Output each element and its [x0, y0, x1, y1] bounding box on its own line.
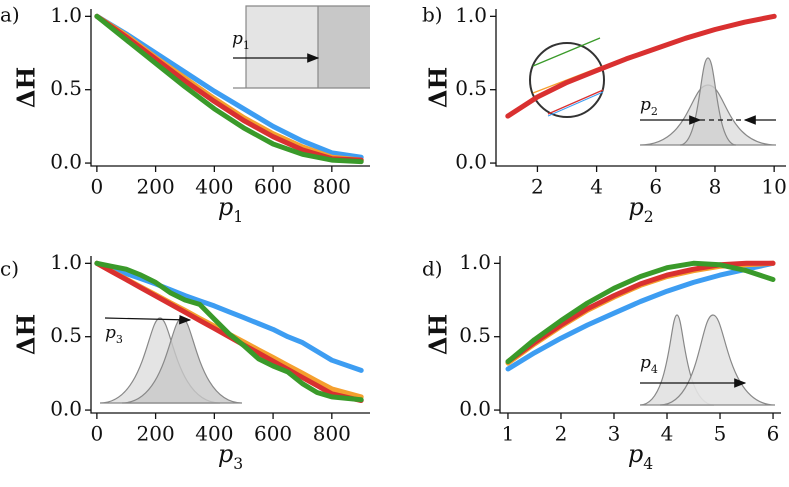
panel-label: a): [0, 3, 20, 27]
y-axis-label: ΔH: [12, 67, 41, 108]
label-subscript: 4: [651, 363, 658, 376]
axis-label: p3: [105, 323, 123, 346]
panel-label: c): [0, 257, 19, 281]
x-tick-label: 200: [137, 422, 175, 446]
x-tick-label: 4: [590, 175, 603, 199]
x-tick-label: 400: [195, 175, 233, 199]
x-tick-label: 8: [709, 175, 722, 199]
axis-label: p4: [640, 353, 658, 376]
x-tick-label: 1: [502, 422, 515, 446]
axis-label: p4: [628, 440, 653, 473]
x-tick-label: 2: [555, 422, 568, 446]
y-tick-label: 1.0: [50, 250, 82, 274]
label-subscript: 2: [644, 208, 654, 226]
panel-label: d): [422, 257, 443, 281]
line-series: [505, 260, 776, 365]
line-series: [94, 260, 364, 403]
axes: [90, 9, 370, 167]
line-series: [505, 13, 777, 119]
label-text: p: [640, 353, 651, 373]
axes: [495, 9, 786, 167]
axes: [499, 256, 781, 414]
line-series: [94, 13, 364, 165]
x-tick-label: 10: [761, 175, 786, 199]
x-tick-label: 400: [195, 422, 233, 446]
y-tick-label: 0.0: [455, 150, 487, 174]
y-axis-label: ΔH: [424, 67, 453, 108]
y-tick-label: 0.0: [50, 150, 82, 174]
panel-label: b): [422, 3, 443, 27]
y-tick-label: 1.0: [459, 250, 491, 274]
y-tick-label: 0.5: [455, 76, 487, 100]
y-tick-label: 0.5: [459, 323, 491, 347]
y-tick-label: 0.0: [459, 397, 491, 421]
axis-label: p3: [218, 440, 243, 473]
x-tick-label: 6: [767, 422, 780, 446]
axis-label: p2: [640, 95, 658, 118]
label-subscript: 3: [116, 333, 123, 346]
label-subscript: 1: [243, 39, 250, 52]
y-tick-label: 0.0: [50, 397, 82, 421]
axis-label: p1: [232, 29, 250, 52]
label-subscript: 4: [643, 455, 653, 473]
label-subscript: 2: [651, 105, 658, 118]
x-tick-label: 6: [649, 175, 662, 199]
y-tick-label: 1.0: [50, 3, 82, 27]
x-tick-label: 200: [137, 175, 175, 199]
x-tick-label: 2: [531, 175, 544, 199]
line-series: [94, 260, 364, 373]
x-tick-label: 600: [254, 175, 292, 199]
x-tick-label: 800: [313, 175, 351, 199]
line-series: [94, 13, 364, 163]
label-text: p: [218, 193, 233, 221]
y-axis-label: ΔH: [424, 314, 453, 355]
inset-c: [99, 314, 243, 404]
x-tick-label: 4: [661, 422, 674, 446]
inset-d: [639, 314, 776, 406]
y-tick-label: 1.0: [455, 3, 487, 27]
label-subscript: 3: [233, 455, 243, 473]
line-series: [94, 260, 364, 403]
label-text: p: [218, 440, 233, 468]
label-text: p: [628, 193, 643, 221]
label-text: p: [232, 29, 243, 49]
y-tick-label: 0.5: [50, 323, 82, 347]
x-tick-label: 3: [608, 422, 621, 446]
axis-label: p1: [218, 193, 243, 226]
label-subscript: 1: [233, 208, 243, 226]
axes: [90, 256, 370, 414]
x-tick-label: 0: [91, 175, 104, 199]
y-axis-label: ΔH: [12, 314, 41, 355]
inset-a: [232, 3, 371, 91]
inset-b: [529, 37, 777, 146]
label-text: p: [105, 323, 116, 343]
line-series: [505, 260, 776, 372]
x-tick-label: 0: [91, 422, 104, 446]
label-text: p: [640, 95, 651, 115]
axis-label: p2: [628, 193, 653, 226]
x-tick-label: 800: [313, 422, 351, 446]
y-tick-label: 0.5: [50, 76, 82, 100]
x-tick-label: 600: [254, 422, 292, 446]
x-tick-label: 5: [714, 422, 727, 446]
label-text: p: [628, 440, 643, 468]
